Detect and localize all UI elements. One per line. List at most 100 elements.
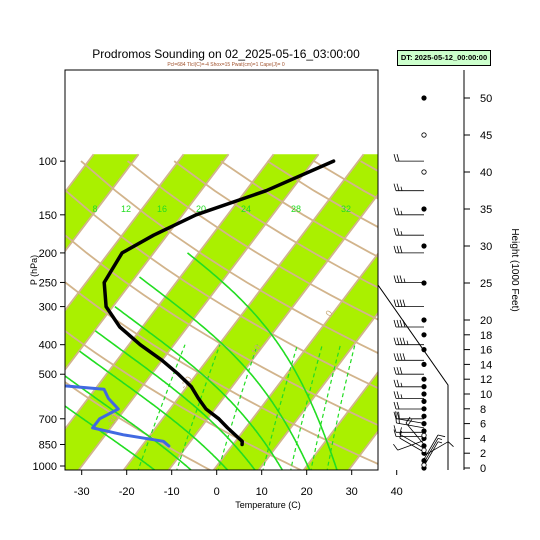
datetime-badge: DT: 2025-05-12_00:00:00 (397, 50, 491, 66)
isotherm-band (65, 154, 319, 470)
wind-barb (423, 441, 443, 467)
wind-barb-flag (396, 379, 400, 387)
isotherm-line (65, 153, 140, 253)
wind-barb-half-flag (400, 210, 403, 215)
wind-barb-flag (402, 337, 406, 345)
wind-barb (393, 353, 424, 361)
mixing-ratio-label: 16 (157, 204, 167, 214)
p-tick-label: 300 (39, 302, 57, 314)
wind-barb-flag (399, 299, 403, 307)
height-tick-label: 20 (480, 315, 492, 327)
moist-adiabat (65, 374, 193, 470)
height-dot (421, 398, 427, 404)
mixing-ratio-label: 32 (341, 204, 351, 214)
height-dot (421, 280, 427, 286)
wind-barb (395, 411, 425, 424)
wind-barb-flag (393, 379, 397, 387)
wind-barb-flag (393, 337, 397, 345)
mixing-ratio-line (290, 344, 323, 470)
height-dot (421, 413, 427, 419)
wind-barb (393, 183, 424, 192)
isotherm-band (303, 372, 378, 470)
dry-adiabat (65, 281, 378, 465)
moist-adiabat (79, 350, 229, 470)
wind-barb-flag (393, 245, 397, 254)
plot-frame (64, 69, 379, 471)
x-tick-label: 30 (346, 486, 358, 498)
wind-barb-staff (423, 441, 449, 457)
wind-barb-half-flag (406, 340, 409, 345)
wind-barb-half-flag (403, 278, 406, 283)
isotherm-label: -90 (3, 191, 19, 207)
mixing-ratio-line (262, 344, 299, 470)
wind-barb (393, 153, 424, 162)
moist-adiabat (114, 305, 284, 470)
wind-barb-flag (393, 353, 397, 361)
mixing-ratio-line (137, 344, 186, 470)
y-axis-ticks: 1000 850 700 500 400 300 250 200 150 100 (33, 156, 65, 473)
wind-barb-staff (396, 418, 425, 424)
moist-adiabat (186, 252, 338, 470)
x-tick-label: -30 (74, 486, 90, 498)
wind-barb-flag (437, 434, 446, 438)
height-dot (421, 428, 427, 434)
wind-barb-flag (407, 419, 413, 426)
moist-adiabat (65, 405, 156, 470)
height-dots (421, 95, 427, 471)
p-tick-label: 250 (39, 277, 57, 289)
wind-barb-flag (396, 337, 400, 345)
x-axis-label: Temperature (C) (235, 500, 301, 510)
height-tick-label: 18 (480, 330, 492, 342)
wind-barb (393, 228, 424, 236)
wind-barb (405, 416, 425, 445)
height-tick-label: 2 (480, 448, 486, 460)
p-tick-label: 850 (39, 439, 57, 451)
wind-barb-flag (396, 153, 400, 162)
dry-adiabat (127, 160, 378, 321)
dry-adiabats (65, 160, 378, 470)
isotherm-line (77, 153, 320, 470)
wind-barb-flag (393, 228, 397, 236)
height-tick-label: 30 (480, 241, 492, 253)
mixing-ratio-line (326, 344, 356, 470)
wind-barb-flag (393, 153, 397, 162)
wind-barb-staff (397, 440, 425, 451)
wind-barb-flag (399, 319, 403, 328)
height-tick-label: 12 (480, 374, 492, 386)
height-dot-open (421, 462, 427, 468)
mixing-ratio-label: 8 (92, 204, 97, 214)
wind-barb (423, 434, 446, 460)
wind-barb-flag (393, 401, 397, 410)
height-tick-label: 0 (480, 463, 486, 475)
height-tick-label: 16 (480, 345, 492, 357)
height-dot (421, 243, 427, 249)
wind-barb-flag (393, 275, 397, 283)
wind-barb-flag (402, 319, 406, 328)
wind-barb-flag (396, 207, 400, 215)
p-tick-label: 200 (39, 248, 57, 260)
wind-barb-flag (399, 353, 403, 361)
wind-barb-half-flag (400, 394, 403, 399)
isotherm-label: 0 (323, 308, 334, 318)
wind-barb (393, 337, 424, 346)
dry-adiabat (173, 160, 378, 289)
mixing-ratio-line (176, 344, 221, 470)
wind-barb-staff (423, 438, 439, 463)
height-dot (421, 406, 427, 412)
p-tick-label: 500 (39, 369, 57, 381)
sounding-series (65, 159, 336, 448)
isotherm-line (437, 154, 540, 472)
wind-barb-flag (399, 245, 403, 254)
wind-barb-flag (396, 275, 400, 283)
dry-adiabat (360, 160, 378, 172)
mixing-ratio-label: 20 (196, 204, 206, 214)
wind-barb-half-flag (400, 231, 403, 236)
dry-adiabat (80, 160, 378, 355)
isotherm-line (392, 154, 540, 472)
height-dot (421, 317, 427, 323)
height-dot (421, 361, 427, 367)
wind-barb (393, 245, 424, 254)
y-axis-label: P (hPa) (29, 255, 39, 285)
wind-barb-staff (423, 441, 439, 467)
